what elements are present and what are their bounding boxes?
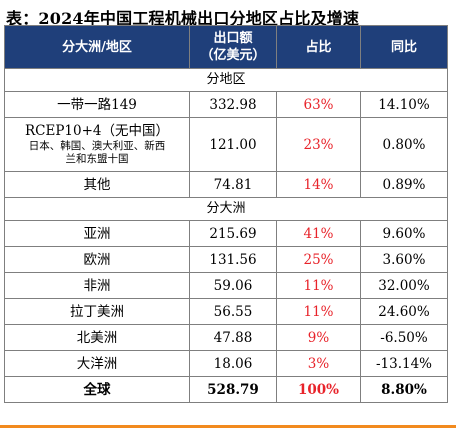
table-row: 非洲 59.06 11% 32.00% xyxy=(4,272,448,299)
export-table: 分大洲/地区 出口额 （亿美元） 占比 同比 分地区 一带一路149 332.9… xyxy=(4,25,448,403)
share-value: 41% xyxy=(276,220,361,247)
bottom-divider xyxy=(0,425,456,428)
export-value: 121.00 xyxy=(189,117,277,172)
share-value: 11% xyxy=(276,272,361,299)
region-name-sub-line1: 日本、韩国、澳大利亚、新西 xyxy=(28,140,166,152)
share-value: 3% xyxy=(276,350,361,377)
region-name: RCEP10+4（无中国） 日本、韩国、澳大利亚、新西 兰和东盟十国 xyxy=(4,117,190,172)
continent-name: 非洲 xyxy=(4,272,190,299)
table-row: RCEP10+4（无中国） 日本、韩国、澳大利亚、新西 兰和东盟十国 121.0… xyxy=(4,117,448,172)
export-value: 215.69 xyxy=(189,220,277,247)
share-value: 11% xyxy=(276,298,361,325)
export-value: 56.55 xyxy=(189,298,277,325)
region-name: 一带一路149 xyxy=(4,91,190,118)
table-row: 一带一路149 332.98 63% 14.10% xyxy=(4,91,448,118)
header-row: 分大洲/地区 出口额 （亿美元） 占比 同比 xyxy=(4,25,448,69)
total-name: 全球 xyxy=(4,376,190,403)
table-title: 表：2024年中国工程机械出口分地区占比及增速 xyxy=(6,9,360,28)
yoy-value: 0.89% xyxy=(360,171,448,198)
region-name-main: RCEP10+4（无中国） xyxy=(24,123,169,139)
export-value: 47.88 xyxy=(189,324,277,351)
share-value: 9% xyxy=(276,324,361,351)
header-region: 分大洲/地区 xyxy=(4,25,190,69)
yoy-value: 32.00% xyxy=(360,272,448,299)
yoy-value: -13.14% xyxy=(360,350,448,377)
table-row: 欧洲 131.56 25% 3.60% xyxy=(4,246,448,273)
continent-name: 欧洲 xyxy=(4,246,190,273)
export-value: 131.56 xyxy=(189,246,277,273)
export-value: 59.06 xyxy=(189,272,277,299)
section-label: 分大洲 xyxy=(4,197,448,221)
region-name: 其他 xyxy=(4,171,190,198)
share-value: 63% xyxy=(276,91,361,118)
table-row: 北美洲 47.88 9% -6.50% xyxy=(4,324,448,351)
yoy-value: 14.10% xyxy=(360,91,448,118)
table-row: 拉丁美洲 56.55 11% 24.60% xyxy=(4,298,448,325)
yoy-value: -6.50% xyxy=(360,324,448,351)
continent-name: 拉丁美洲 xyxy=(4,298,190,325)
yoy-value: 9.60% xyxy=(360,220,448,247)
section-row-by-continent: 分大洲 xyxy=(4,197,448,221)
total-yoy: 8.80% xyxy=(360,376,448,403)
total-share: 100% xyxy=(276,376,361,403)
export-value: 74.81 xyxy=(189,171,277,198)
continent-name: 亚洲 xyxy=(4,220,190,247)
continent-name: 大洋洲 xyxy=(4,350,190,377)
region-name-sub-line2: 兰和东盟十国 xyxy=(65,153,129,165)
header-export-line1: 出口额 xyxy=(213,31,253,46)
yoy-value: 0.80% xyxy=(360,117,448,172)
share-value: 25% xyxy=(276,246,361,273)
continent-name: 北美洲 xyxy=(4,324,190,351)
share-value: 14% xyxy=(276,171,361,198)
table-row: 亚洲 215.69 41% 9.60% xyxy=(4,220,448,247)
yoy-value: 24.60% xyxy=(360,298,448,325)
header-yoy: 同比 xyxy=(360,25,448,69)
export-value: 18.06 xyxy=(189,350,277,377)
share-value: 23% xyxy=(276,117,361,172)
total-export: 528.79 xyxy=(189,376,277,403)
yoy-value: 3.60% xyxy=(360,246,448,273)
total-row: 全球 528.79 100% 8.80% xyxy=(4,376,448,403)
header-share: 占比 xyxy=(276,25,361,69)
section-row-by-region: 分地区 xyxy=(4,68,448,92)
header-export-line2: （亿美元） xyxy=(200,48,266,63)
section-label: 分地区 xyxy=(4,68,448,92)
table-row: 大洋洲 18.06 3% -13.14% xyxy=(4,350,448,377)
export-value: 332.98 xyxy=(189,91,277,118)
table-row: 其他 74.81 14% 0.89% xyxy=(4,171,448,198)
header-export: 出口额 （亿美元） xyxy=(189,25,277,69)
